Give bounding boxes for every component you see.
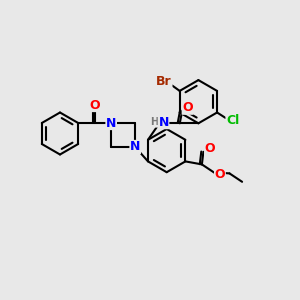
Text: Br: Br [156,75,172,88]
Text: O: O [89,98,100,112]
Text: N: N [130,140,140,154]
Text: O: O [182,101,193,114]
Text: O: O [214,168,225,181]
Text: N: N [106,116,116,130]
Text: H: H [151,117,159,127]
Text: O: O [205,142,215,155]
Text: Cl: Cl [226,114,239,128]
Text: N: N [158,116,169,129]
